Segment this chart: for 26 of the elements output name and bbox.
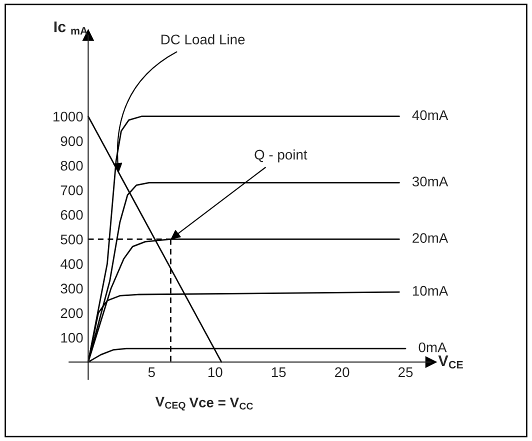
y-tick-label: 200 [60,308,83,318]
y-tick-label: 800 [60,160,83,171]
y-tick-label: 500 [60,234,83,244]
annotation: Vce = V$_{CC}$ [189,398,253,410]
x-tick-label: 25 [398,367,413,378]
y-tick-label: 600 [60,210,83,220]
x-tick-label: 20 [335,367,350,378]
series-label: 10mA [412,286,448,296]
y-tick-label: 700 [60,185,83,196]
y-tick-label: 1000 [54,112,83,122]
y-axis-title: Ic $_{mA}$ [54,22,88,34]
series-label: 0mA [418,342,447,352]
x-axis-title: V$_{CE}$ [438,355,463,369]
x-tick-label: 15 [272,367,286,378]
annotation: DC Load Line [161,34,245,44]
x-tick-label: 10 [208,367,222,378]
y-tick-label: 100 [61,332,83,343]
y-tick-label: 400 [60,259,83,269]
x-tick-label: 5 [148,367,155,378]
series-label: 30mA [412,176,448,186]
annotation: Q - point [254,149,308,162]
series-label: 20mA [412,233,448,243]
annotation: V$_{CEQ}$ [155,396,186,411]
y-tick-label: 900 [60,136,83,146]
y-tick-label: 300 [60,284,83,294]
series-label: 40mA [412,110,448,120]
